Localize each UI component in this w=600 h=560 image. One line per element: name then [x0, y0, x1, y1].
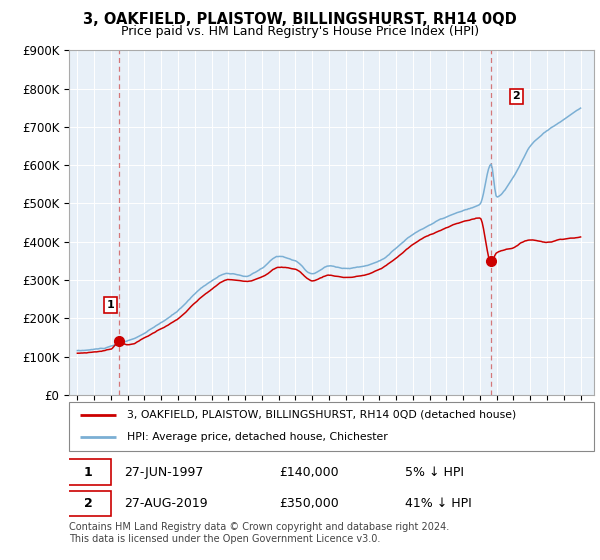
Text: 2: 2: [512, 91, 520, 101]
Text: 3, OAKFIELD, PLAISTOW, BILLINGSHURST, RH14 0QD (detached house): 3, OAKFIELD, PLAISTOW, BILLINGSHURST, RH…: [127, 410, 516, 420]
Text: HPI: Average price, detached house, Chichester: HPI: Average price, detached house, Chic…: [127, 432, 388, 442]
Text: £140,000: £140,000: [279, 465, 338, 479]
FancyBboxPatch shape: [67, 459, 111, 485]
Text: Price paid vs. HM Land Registry's House Price Index (HPI): Price paid vs. HM Land Registry's House …: [121, 25, 479, 38]
Text: Contains HM Land Registry data © Crown copyright and database right 2024.
This d: Contains HM Land Registry data © Crown c…: [69, 522, 449, 544]
Text: 1: 1: [107, 300, 115, 310]
Text: 27-JUN-1997: 27-JUN-1997: [124, 465, 203, 479]
Text: 5% ↓ HPI: 5% ↓ HPI: [405, 465, 464, 479]
FancyBboxPatch shape: [67, 491, 111, 516]
Text: 41% ↓ HPI: 41% ↓ HPI: [405, 497, 472, 510]
Text: 2: 2: [84, 497, 93, 510]
Text: 27-AUG-2019: 27-AUG-2019: [124, 497, 208, 510]
Text: £350,000: £350,000: [279, 497, 339, 510]
Text: 1: 1: [84, 465, 93, 479]
Text: 3, OAKFIELD, PLAISTOW, BILLINGSHURST, RH14 0QD: 3, OAKFIELD, PLAISTOW, BILLINGSHURST, RH…: [83, 12, 517, 27]
FancyBboxPatch shape: [69, 402, 594, 451]
